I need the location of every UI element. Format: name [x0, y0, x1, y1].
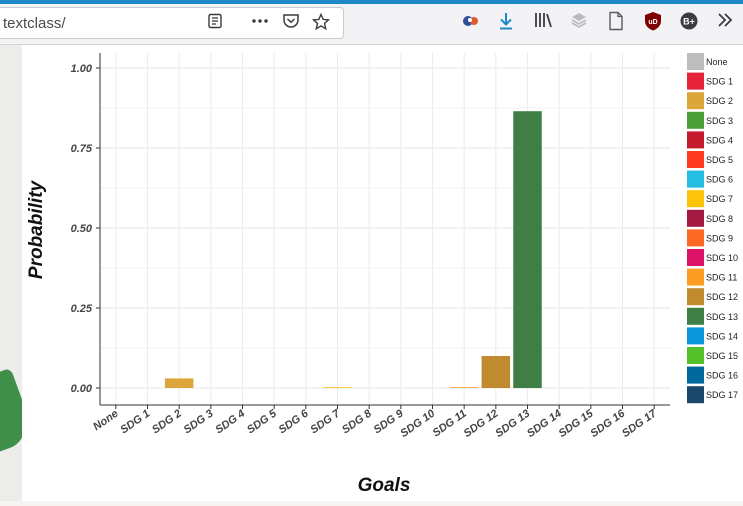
axes [99, 53, 670, 406]
gridlines [100, 53, 670, 405]
window-accent-line [0, 0, 743, 4]
legend-label: SDG 16 [706, 371, 738, 381]
pocket-icon[interactable] [279, 13, 303, 35]
x-tick-label: SDG 17 [620, 407, 660, 440]
legend-swatch [687, 53, 704, 70]
legend-label: SDG 6 [706, 175, 733, 185]
browser-toolbar: textclass/ uD B+ [0, 4, 743, 45]
legend-label: SDG 10 [706, 253, 738, 263]
bar-sdg-13 [513, 111, 542, 388]
legend-swatch [687, 111, 704, 129]
y-tick-label: 0.25 [71, 303, 93, 315]
legend-swatch [687, 209, 704, 227]
y-tick-label: 0.00 [71, 383, 93, 395]
x-axis-label: Goals [358, 475, 411, 496]
legend-label: None [706, 57, 728, 67]
url-bar[interactable]: textclass/ [0, 7, 344, 39]
legend-swatch [687, 288, 704, 306]
y-axis-label: Probability [26, 179, 47, 279]
x-tick-label: SDG 15 [557, 407, 597, 440]
reader-view-icon[interactable] [203, 13, 227, 35]
legend-label: SDG 8 [706, 214, 733, 224]
bar-sdg-2 [164, 378, 194, 388]
legend-swatch [687, 170, 704, 188]
legend-swatch [687, 347, 704, 364]
legend-swatch [687, 92, 704, 110]
library-icon[interactable] [530, 11, 556, 37]
bar-sdg-7 [323, 387, 352, 388]
x-tick-label: None [91, 408, 120, 434]
legend-swatch [687, 386, 704, 404]
legend-swatch [687, 249, 704, 266]
legend-label: SDG 1 [706, 77, 733, 87]
legend-swatch [687, 131, 704, 149]
bar-sdg-11 [449, 387, 479, 388]
legend-label: SDG 5 [706, 155, 733, 165]
bar-sdg-12 [481, 356, 511, 388]
x-tick-label: SDG 1 [118, 408, 152, 437]
legend-label: SDG 12 [706, 292, 738, 302]
y-tick-labels: 0.00 0.25 0.50 0.75 1.00 [71, 63, 100, 395]
bars [164, 111, 542, 388]
x-tick-label: SDG 4 [213, 408, 247, 437]
y-tick-label: 0.75 [71, 143, 93, 155]
y-tick-label: 1.00 [71, 63, 93, 75]
legend-label: SDG 2 [706, 96, 733, 106]
legend-swatch [687, 366, 704, 384]
chart-panel: 0.00 0.25 0.50 0.75 1.00 None SDG 1 SDG 2 SDG 3… [22, 45, 743, 501]
page-icon[interactable] [603, 11, 629, 37]
sync-icon[interactable] [566, 11, 592, 37]
x-tick-label: SDG 7 [308, 407, 343, 436]
x-tick-label: SDG 8 [340, 407, 375, 436]
y-tick-label: 0.50 [71, 223, 93, 235]
legend-label: SDG 3 [706, 116, 733, 126]
extension-b-icon[interactable]: B+ [676, 11, 702, 37]
legend: None SDG 1 SDG 2 SDG 3 SDG 4 SDG 5 SDG 6 SDG 7 S… [687, 53, 738, 404]
legend-swatch [687, 190, 704, 208]
x-tick-label: SDG 12 [462, 408, 501, 440]
legend-label: SDG 4 [706, 135, 733, 145]
legend-label: SDG 17 [706, 390, 738, 400]
x-tick-label: SDG 5 [245, 407, 280, 436]
overflow-menu-icon[interactable] [712, 11, 738, 37]
more-actions-icon[interactable] [248, 13, 272, 35]
legend-label: SDG 11 [706, 273, 737, 283]
legend-label: SDG 15 [706, 351, 738, 361]
url-text: textclass/ [3, 15, 66, 32]
legend-label: SDG 14 [706, 331, 738, 341]
x-tick-label: SDG 13 [493, 408, 532, 440]
svg-text:B+: B+ [683, 17, 695, 27]
legend-swatch [687, 327, 704, 345]
download-icon[interactable] [493, 11, 519, 37]
x-tick-label: SDG 11 [431, 408, 469, 440]
extension-icon[interactable] [458, 11, 484, 37]
x-tick-label: SDG 6 [277, 407, 312, 436]
svg-text:uD: uD [648, 19, 657, 26]
x-tick-label: SDG 3 [182, 408, 216, 437]
ublock-icon[interactable]: uD [640, 11, 666, 37]
x-tick-label: SDG 14 [525, 408, 564, 440]
legend-swatch [687, 307, 704, 325]
legend-label: SDG 7 [706, 194, 733, 204]
bookmark-star-icon[interactable] [309, 12, 333, 35]
x-tick-label: SDG 16 [588, 407, 628, 440]
legend-swatch [687, 151, 704, 168]
legend-label: SDG 9 [706, 233, 733, 243]
legend-swatch [687, 229, 704, 247]
page-background-strip [0, 45, 37, 501]
x-tick-label: SDG 10 [398, 407, 438, 440]
legend-label: SDG 13 [706, 312, 738, 322]
x-tick-label: SDG 2 [150, 408, 184, 437]
legend-swatch [687, 72, 704, 90]
legend-swatch [687, 268, 704, 286]
